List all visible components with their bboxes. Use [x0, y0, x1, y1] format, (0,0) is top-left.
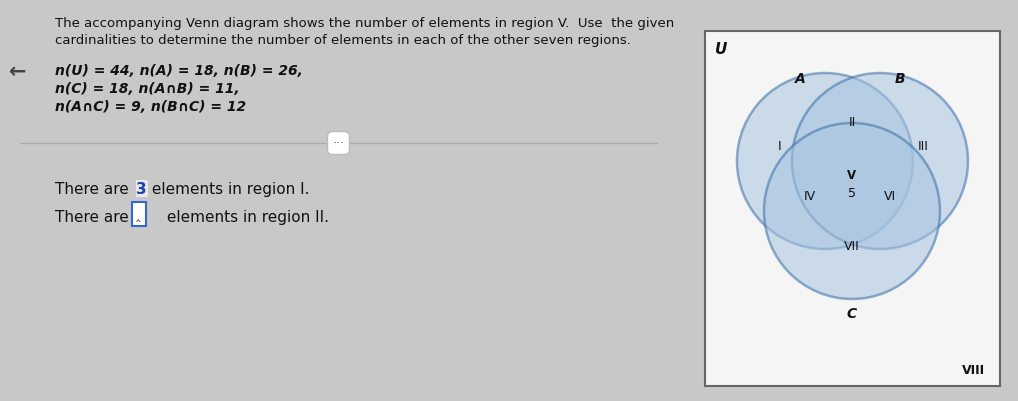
Text: elements in region II.: elements in region II. [162, 209, 329, 225]
Text: V: V [847, 168, 856, 182]
Text: VIII: VIII [962, 363, 985, 376]
Text: There are: There are [55, 182, 133, 196]
Text: elements in region I.: elements in region I. [148, 182, 309, 196]
Circle shape [764, 124, 940, 299]
Text: A: A [795, 72, 805, 86]
Text: ‸: ‸ [136, 207, 142, 221]
Circle shape [792, 74, 968, 249]
Text: n(A∩C) = 9, n(B∩C) = 12: n(A∩C) = 9, n(B∩C) = 12 [55, 100, 246, 114]
Text: VI: VI [884, 190, 896, 203]
Text: n(C) = 18, n(A∩B) = 11,: n(C) = 18, n(A∩B) = 11, [55, 82, 239, 96]
Text: C: C [847, 306, 857, 320]
Text: cardinalities to determine the number of elements in each of the other seven reg: cardinalities to determine the number of… [55, 34, 630, 47]
Text: n(U) = 44, n(A) = 18, n(B) = 26,: n(U) = 44, n(A) = 18, n(B) = 26, [55, 64, 302, 78]
Text: The accompanying Venn diagram shows the number of elements in region V.  Use  th: The accompanying Venn diagram shows the … [55, 17, 674, 30]
Text: ←: ← [9, 62, 26, 82]
Circle shape [737, 74, 913, 249]
Text: II: II [848, 115, 855, 128]
Text: B: B [895, 72, 905, 86]
Text: I: I [778, 140, 782, 153]
Text: VII: VII [844, 240, 860, 253]
Text: There are: There are [55, 209, 133, 225]
Text: 5: 5 [848, 186, 856, 200]
Text: U: U [715, 42, 727, 57]
FancyBboxPatch shape [705, 32, 1000, 386]
Text: IV: IV [804, 190, 816, 203]
Text: 3: 3 [136, 182, 147, 196]
Text: ···: ··· [333, 137, 344, 150]
Text: III: III [917, 140, 928, 153]
